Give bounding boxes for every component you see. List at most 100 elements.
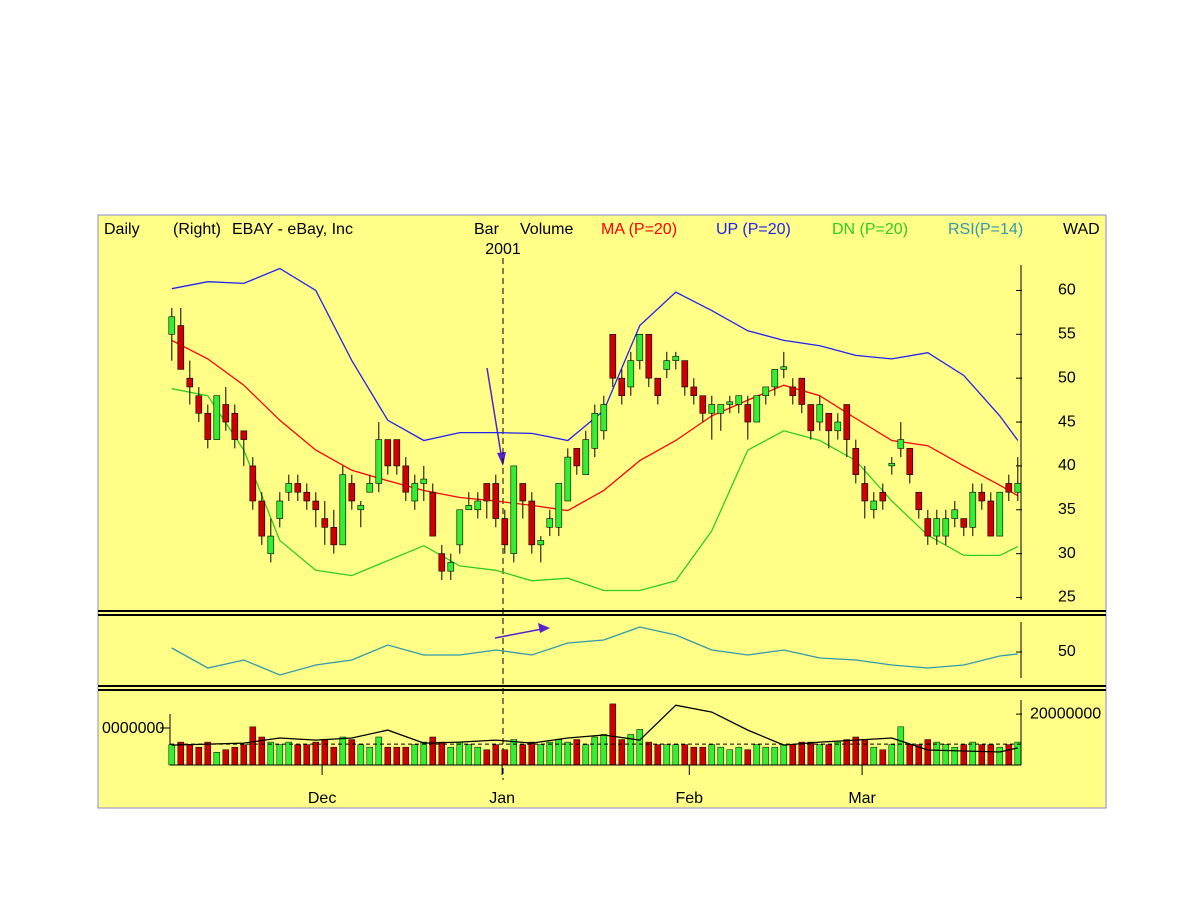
volume-bar	[591, 736, 599, 766]
candle-body	[519, 483, 527, 502]
volume-bar	[492, 744, 500, 766]
candle-body	[825, 412, 833, 432]
volume-bar	[573, 739, 581, 766]
candle-body	[564, 456, 572, 502]
candle-body	[708, 404, 716, 414]
x-tick-label: Mar	[848, 790, 876, 807]
volume-bar	[447, 746, 455, 766]
legend-entry: UP (P=20)	[716, 221, 791, 238]
candle-body	[492, 483, 500, 519]
candle-body	[663, 360, 671, 370]
volume-bar	[717, 746, 725, 766]
candle-body	[321, 518, 329, 528]
candle-body	[906, 448, 914, 475]
volume-bar	[312, 741, 320, 766]
candle-body	[168, 316, 176, 335]
candle-body	[627, 360, 635, 388]
volume-bar	[330, 746, 338, 766]
volume-bar	[708, 744, 716, 766]
candle-body	[483, 483, 491, 502]
volume-bar	[546, 741, 554, 766]
candle-body	[213, 395, 221, 440]
y-tick-label: 60	[1058, 282, 1076, 299]
volume-bar	[582, 744, 590, 766]
volume-bar	[276, 744, 284, 766]
candle-body	[915, 491, 923, 511]
panel-background	[97, 214, 1107, 809]
volume-bar	[375, 736, 383, 766]
volume-bar	[789, 744, 797, 766]
year-label: 2001	[485, 241, 521, 258]
candle-body	[672, 355, 680, 361]
candle-body	[195, 395, 203, 414]
volume-bar	[960, 744, 968, 766]
volume-bar	[501, 749, 509, 766]
volume-bar	[564, 741, 572, 766]
volume-bar	[879, 749, 887, 766]
volume-bar	[699, 746, 707, 766]
rsi-line	[171, 626, 1018, 676]
y-tick-label: 50	[1058, 643, 1076, 660]
volume-bar	[510, 739, 518, 766]
volume-bar	[231, 746, 239, 766]
candle-body	[582, 439, 590, 475]
candle-body	[789, 386, 797, 397]
volume-bar	[816, 744, 824, 766]
candle-body	[888, 462, 896, 467]
candle-body	[231, 412, 239, 440]
volume-bar	[834, 741, 842, 766]
volume-bar	[474, 746, 482, 766]
candle-body	[843, 404, 851, 440]
candle-body	[456, 509, 464, 546]
volume-bar	[222, 749, 230, 766]
volume-bar	[933, 741, 941, 766]
arrow-head	[538, 623, 550, 633]
x-tick-label: Jan	[489, 790, 515, 807]
y-tick-label: 35	[1058, 501, 1076, 518]
candle-body	[204, 412, 212, 440]
volume-bar	[681, 744, 689, 766]
candle-body	[798, 377, 806, 405]
volume-bar	[411, 744, 419, 766]
candle-body	[807, 404, 815, 432]
candle-body	[393, 439, 401, 467]
candle-body	[879, 491, 887, 502]
volume-bar	[969, 741, 977, 766]
candle-body	[546, 518, 554, 528]
volume-bar	[663, 744, 671, 766]
volume-bar	[537, 744, 545, 766]
candle-body	[636, 334, 644, 361]
volume-bar	[771, 746, 779, 766]
volume-bar	[888, 744, 896, 766]
candle-body	[339, 474, 347, 546]
volume-bar	[780, 744, 788, 766]
candle-body	[510, 465, 518, 554]
x-tick-label: Feb	[676, 790, 704, 807]
volume-bar	[870, 746, 878, 766]
volume-bar	[609, 703, 617, 766]
volume-bar	[321, 739, 329, 766]
candle-body	[861, 483, 869, 502]
volume-bar	[1014, 741, 1022, 766]
candle-body	[735, 395, 743, 405]
chart-title: EBAY - eBay, Inc	[232, 221, 353, 238]
candle-body	[762, 386, 770, 397]
candle-body	[816, 404, 824, 423]
volume-bar	[762, 746, 770, 766]
volume-bar	[645, 741, 653, 766]
volume-bar	[195, 746, 203, 766]
volume-bar	[618, 739, 626, 766]
candle-body	[834, 421, 842, 432]
candle-body	[645, 334, 653, 379]
volume-bar	[654, 744, 662, 766]
candle-body	[348, 483, 356, 502]
volume-bar	[897, 726, 905, 766]
candle-body	[366, 483, 374, 493]
volume-bar	[402, 746, 410, 766]
annotation-arrow	[486, 367, 503, 461]
volume-bar	[186, 744, 194, 766]
volume-bar	[978, 744, 986, 766]
volume-bar	[726, 749, 734, 766]
candle-body	[717, 404, 725, 414]
volume-bar	[240, 744, 248, 766]
